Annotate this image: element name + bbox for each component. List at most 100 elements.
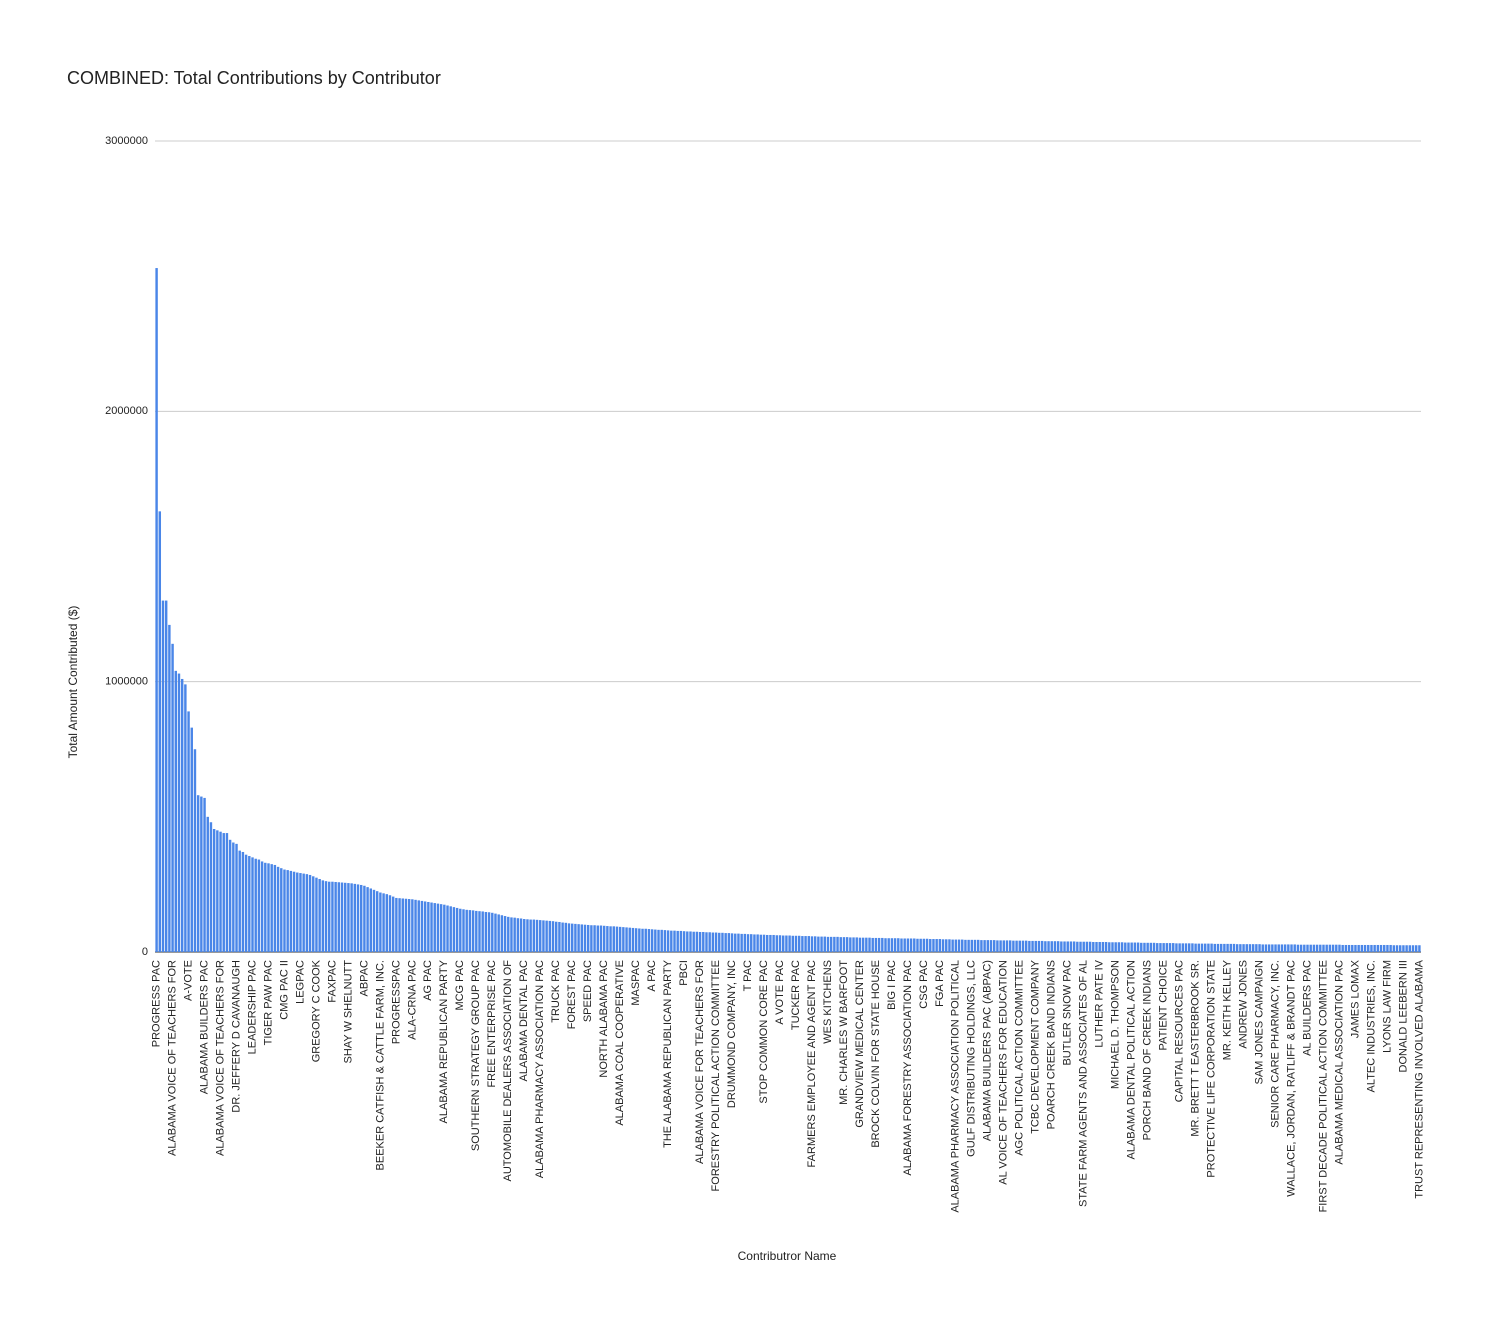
bar bbox=[893, 938, 897, 952]
bar bbox=[1312, 944, 1316, 952]
bar bbox=[977, 939, 980, 952]
bar bbox=[238, 850, 241, 952]
bar bbox=[788, 935, 791, 952]
bar bbox=[750, 934, 753, 952]
bar bbox=[1245, 944, 1248, 952]
bar bbox=[369, 888, 373, 952]
bar bbox=[1319, 944, 1322, 952]
bar bbox=[1379, 944, 1383, 952]
bar bbox=[1047, 941, 1050, 952]
bar bbox=[759, 934, 763, 952]
x-tick-label: PORCH BAND OF CREEK INDIANS bbox=[1142, 960, 1154, 1140]
bar bbox=[906, 938, 910, 952]
bar bbox=[1092, 941, 1095, 952]
bar bbox=[225, 833, 229, 952]
x-tick-label: ABPAC bbox=[358, 960, 370, 997]
bar bbox=[986, 940, 990, 952]
bar bbox=[778, 935, 782, 952]
bar bbox=[628, 927, 631, 952]
x-tick-label: JAMES LOMAX bbox=[1349, 959, 1361, 1038]
bar bbox=[1088, 941, 1092, 952]
bar bbox=[740, 933, 743, 952]
bar bbox=[564, 922, 568, 952]
bar bbox=[1101, 941, 1105, 952]
x-tick-label: FOREST PAC bbox=[566, 960, 578, 1029]
bar bbox=[654, 929, 657, 952]
bar bbox=[948, 939, 951, 952]
bar bbox=[1299, 944, 1303, 952]
bar bbox=[292, 871, 296, 952]
bar bbox=[484, 911, 488, 952]
bar bbox=[555, 921, 558, 952]
bar bbox=[276, 866, 280, 952]
bar bbox=[797, 935, 801, 952]
bar bbox=[1031, 940, 1034, 952]
bar bbox=[1172, 943, 1175, 952]
bar bbox=[551, 921, 555, 952]
bar bbox=[1223, 943, 1226, 952]
bar bbox=[1344, 944, 1348, 952]
bar bbox=[535, 919, 539, 952]
bar bbox=[222, 833, 225, 952]
x-tick-label: AL VOICE OF TEACHERS FOR EDUCATION bbox=[998, 960, 1010, 1185]
x-tick-label: DR. JEFFERY D CAVANAUGH bbox=[230, 960, 242, 1113]
bar bbox=[1053, 941, 1057, 952]
bar bbox=[1395, 945, 1399, 952]
bar bbox=[190, 727, 193, 952]
bar bbox=[874, 937, 878, 952]
bar bbox=[1015, 940, 1018, 952]
bar bbox=[1216, 943, 1220, 952]
bar bbox=[529, 919, 532, 952]
x-tick-label: FAXPAC bbox=[326, 960, 338, 1003]
bar bbox=[427, 901, 430, 952]
x-tick-label: SAM JONES CAMPAIGN bbox=[1253, 960, 1265, 1085]
bar bbox=[1383, 944, 1386, 952]
bar bbox=[638, 928, 641, 952]
bar bbox=[503, 916, 507, 952]
bar bbox=[970, 939, 974, 952]
bar bbox=[1418, 945, 1421, 952]
bar bbox=[532, 919, 536, 952]
y-tick-label: 3000000 bbox=[105, 135, 148, 147]
bar bbox=[273, 864, 277, 952]
bar bbox=[385, 894, 388, 952]
bar bbox=[925, 938, 929, 952]
x-tick-label: TCBC DEVELOPMENT COMPANY bbox=[1030, 959, 1042, 1133]
bar bbox=[433, 903, 436, 952]
bar bbox=[967, 939, 970, 952]
bar bbox=[913, 938, 916, 952]
x-tick-label: ALABAMA DENTAL POLITICAL ACTION bbox=[1126, 960, 1138, 1160]
bar bbox=[260, 861, 264, 952]
bar bbox=[1315, 944, 1319, 952]
bar bbox=[1376, 944, 1380, 952]
bar bbox=[334, 881, 337, 952]
bar bbox=[1296, 944, 1300, 952]
bar bbox=[871, 937, 874, 952]
bar bbox=[1255, 944, 1258, 952]
bar bbox=[785, 935, 788, 952]
x-tick-label: ALABAMA COAL COOPERATIVE bbox=[614, 960, 626, 1126]
bar bbox=[631, 927, 635, 952]
bar bbox=[1203, 943, 1207, 952]
bar bbox=[1293, 944, 1296, 952]
bar bbox=[1044, 941, 1047, 952]
bar bbox=[823, 936, 826, 952]
x-tick-label: ALABAMA DENTAL PAC bbox=[518, 960, 530, 1082]
x-tick-label: AUTOMOBILE DEALERS ASSOCIATION OF bbox=[502, 960, 514, 1182]
bar bbox=[1207, 943, 1210, 952]
bar bbox=[1120, 942, 1124, 952]
bar bbox=[519, 918, 523, 952]
bar bbox=[721, 932, 724, 952]
x-tick-label: GRANDVIEW MEDICAL CENTER bbox=[854, 960, 866, 1128]
bar bbox=[673, 930, 676, 952]
bar bbox=[478, 911, 481, 952]
bar bbox=[746, 934, 750, 952]
bar bbox=[372, 889, 376, 952]
bar bbox=[1229, 943, 1232, 952]
bar bbox=[164, 600, 168, 952]
bar bbox=[1098, 941, 1101, 952]
x-tick-label: WALLACE, JORDAN, RATLIFF & BRANDT PAC bbox=[1285, 960, 1297, 1197]
bar bbox=[705, 932, 708, 952]
bar bbox=[497, 914, 500, 952]
x-tick-label: AL BUILDERS PAC bbox=[1301, 960, 1313, 1056]
